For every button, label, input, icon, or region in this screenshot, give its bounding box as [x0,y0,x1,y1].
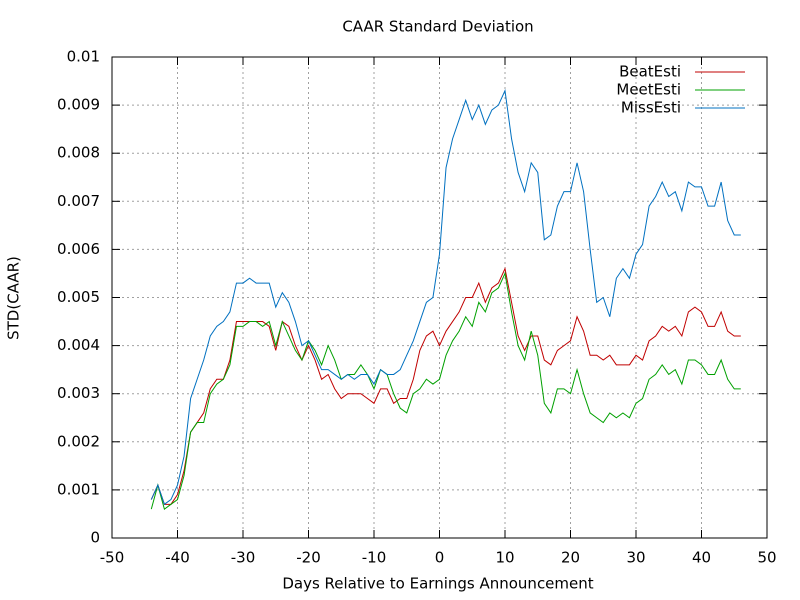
y-tick-label: 0.007 [57,192,100,210]
y-tick-label: 0.01 [67,48,100,66]
x-tick-label: 40 [692,549,711,567]
y-tick-label: 0.004 [57,336,100,354]
series-line [150,271,741,510]
x-tick-label: 30 [626,549,645,567]
legend-label: BeatEsti [619,63,681,81]
x-tick-label: 50 [757,549,776,567]
y-tick-label: 0.005 [57,288,100,306]
legend-label: MissEsti [621,99,681,117]
x-tick-label: -50 [100,549,125,567]
y-tick-label: 0.001 [57,480,100,498]
x-tick-label: 10 [495,549,514,567]
y-tick-label: 0.003 [57,384,100,402]
x-tick-label: -10 [362,549,387,567]
x-tick-label: -40 [165,549,190,567]
y-tick-label: 0.002 [57,432,100,450]
legend-label: MeetEsti [616,81,681,99]
y-tick-label: 0.008 [57,144,100,162]
x-axis-label: Days Relative to Earnings Announcement [282,575,593,593]
y-axis-label: STD(CAAR) [5,256,23,340]
x-tick-label: -30 [231,549,256,567]
x-tick-label: -20 [296,549,321,567]
x-tick-label: 0 [435,549,445,567]
series-line [150,267,741,505]
x-tick-label: 20 [561,549,580,567]
series-line [150,88,741,506]
plot-border [111,56,768,539]
y-tick-label: 0.006 [57,240,100,258]
chart-title: CAAR Standard Deviation [342,18,533,36]
y-tick-label: 0 [90,529,100,547]
y-tick-label: 0.009 [57,96,100,114]
